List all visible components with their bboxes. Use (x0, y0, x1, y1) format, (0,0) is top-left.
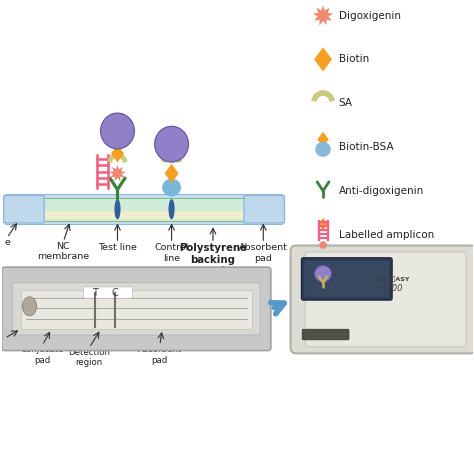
Wedge shape (167, 158, 176, 163)
Text: Control
line: Control line (155, 243, 189, 263)
Text: Anti-digoxigenin: Anti-digoxigenin (338, 186, 424, 196)
Text: NANⓎASY: NANⓎASY (376, 277, 410, 282)
Ellipse shape (315, 142, 331, 157)
Text: T: T (92, 288, 98, 298)
FancyBboxPatch shape (291, 246, 474, 354)
Text: Digoxigenin: Digoxigenin (338, 10, 401, 20)
Polygon shape (111, 145, 124, 163)
Text: e: e (2, 338, 7, 347)
Text: Biotin-BSA: Biotin-BSA (338, 142, 393, 152)
FancyBboxPatch shape (305, 252, 466, 347)
Text: Polystyrene
backing
card: Polystyrene backing card (179, 243, 247, 276)
Ellipse shape (162, 179, 181, 197)
Wedge shape (113, 158, 122, 163)
Wedge shape (162, 153, 181, 163)
Text: e: e (4, 238, 10, 247)
Ellipse shape (22, 297, 36, 316)
Ellipse shape (114, 199, 120, 219)
Text: Absorbent
pad: Absorbent pad (137, 346, 182, 365)
Ellipse shape (169, 199, 174, 219)
Text: Conjucate
pad: Conjucate pad (20, 346, 64, 365)
Text: FM-SA: FM-SA (338, 273, 371, 283)
Text: Biotin: Biotin (338, 55, 369, 64)
Polygon shape (319, 218, 328, 231)
FancyBboxPatch shape (4, 196, 44, 223)
FancyBboxPatch shape (304, 261, 389, 297)
FancyBboxPatch shape (13, 283, 260, 335)
Ellipse shape (319, 241, 327, 249)
Bar (42, 198, 252, 220)
Bar (5, 194, 282, 224)
Bar (21, 290, 252, 329)
Text: Detection
region: Detection region (68, 348, 110, 367)
Text: Labelled amplicon: Labelled amplicon (338, 229, 434, 240)
Ellipse shape (155, 126, 189, 162)
Ellipse shape (100, 113, 135, 149)
FancyBboxPatch shape (83, 287, 133, 298)
Wedge shape (108, 154, 127, 163)
Wedge shape (318, 97, 328, 102)
Text: C: C (112, 288, 118, 298)
Polygon shape (313, 5, 333, 25)
Polygon shape (164, 164, 179, 183)
Text: NC
membrane: NC membrane (37, 242, 90, 261)
Bar (42, 211, 252, 219)
Polygon shape (318, 132, 328, 147)
Wedge shape (312, 91, 334, 102)
Text: Absorbent
pad: Absorbent pad (239, 243, 288, 263)
FancyBboxPatch shape (301, 258, 392, 300)
Polygon shape (314, 47, 332, 72)
Text: Test line: Test line (98, 243, 137, 252)
Text: SA: SA (338, 98, 353, 108)
Text: 1700: 1700 (382, 284, 403, 293)
FancyBboxPatch shape (302, 329, 349, 340)
FancyBboxPatch shape (244, 196, 284, 223)
Polygon shape (109, 165, 126, 182)
Ellipse shape (315, 265, 331, 282)
FancyBboxPatch shape (2, 267, 271, 351)
